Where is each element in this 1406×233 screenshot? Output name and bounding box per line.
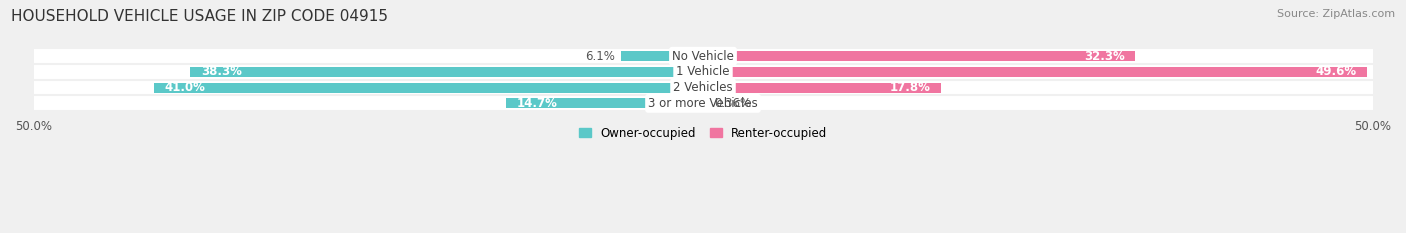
Bar xyxy=(34,49,1372,63)
Text: 38.3%: 38.3% xyxy=(201,65,242,79)
Bar xyxy=(621,51,703,61)
Text: 6.1%: 6.1% xyxy=(585,50,614,63)
Text: 14.7%: 14.7% xyxy=(517,97,558,110)
Bar xyxy=(506,99,703,108)
Text: No Vehicle: No Vehicle xyxy=(672,50,734,63)
Bar xyxy=(34,81,1372,95)
Text: 0.36%: 0.36% xyxy=(714,97,752,110)
Text: 1 Vehicle: 1 Vehicle xyxy=(676,65,730,79)
Text: 2 Vehicles: 2 Vehicles xyxy=(673,81,733,94)
Bar xyxy=(34,65,1372,79)
Text: 32.3%: 32.3% xyxy=(1084,50,1125,63)
Bar xyxy=(703,99,707,108)
Bar xyxy=(703,67,1367,77)
Text: 3 or more Vehicles: 3 or more Vehicles xyxy=(648,97,758,110)
Bar xyxy=(155,83,703,93)
Text: 41.0%: 41.0% xyxy=(165,81,205,94)
Text: Source: ZipAtlas.com: Source: ZipAtlas.com xyxy=(1277,9,1395,19)
Bar xyxy=(34,96,1372,110)
Legend: Owner-occupied, Renter-occupied: Owner-occupied, Renter-occupied xyxy=(579,127,827,140)
Text: HOUSEHOLD VEHICLE USAGE IN ZIP CODE 04915: HOUSEHOLD VEHICLE USAGE IN ZIP CODE 0491… xyxy=(11,9,388,24)
Bar xyxy=(703,83,942,93)
Text: 17.8%: 17.8% xyxy=(890,81,931,94)
Text: 49.6%: 49.6% xyxy=(1315,65,1357,79)
Bar xyxy=(703,51,1136,61)
Bar xyxy=(190,67,703,77)
